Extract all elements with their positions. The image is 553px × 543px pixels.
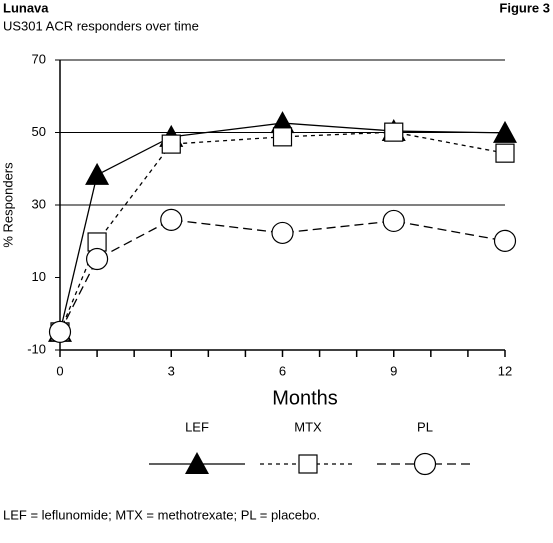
y-tick-label: -10 xyxy=(27,341,46,356)
marker-triangle xyxy=(85,162,110,185)
marker-triangle xyxy=(185,452,209,474)
marker-square xyxy=(384,122,404,142)
series-line xyxy=(59,122,506,333)
marker-square xyxy=(272,127,293,147)
x-tick-label: 3 xyxy=(168,363,175,378)
legend-label: PL xyxy=(417,419,433,434)
y-tick-label: 70 xyxy=(32,51,46,66)
x-tick-label: 9 xyxy=(390,363,397,378)
chart-title: US301 ACR responders over time xyxy=(3,18,199,33)
marker-circle xyxy=(413,452,437,476)
header: Lunava xyxy=(3,0,49,15)
legend-label: LEF xyxy=(185,419,209,434)
marker-circle xyxy=(493,229,517,252)
x-tick-label: 6 xyxy=(279,363,286,378)
y-tick-label: 30 xyxy=(32,196,46,211)
x-axis-label: Months xyxy=(272,387,338,409)
marker-square xyxy=(495,143,515,163)
marker-circle xyxy=(271,221,294,245)
x-tick-label: 12 xyxy=(498,363,512,378)
legend-label: MTX xyxy=(294,419,322,434)
y-tick-label: 50 xyxy=(32,124,46,139)
marker-triangle xyxy=(493,120,517,143)
y-tick-label: 10 xyxy=(32,269,46,284)
marker-circle xyxy=(85,247,109,271)
footnote: LEF = leflunomide; MTX = methotrexate; P… xyxy=(3,507,320,522)
figure-label: Figure 3 xyxy=(499,0,550,15)
marker-circle xyxy=(160,208,183,231)
marker-circle xyxy=(382,209,405,233)
marker-square xyxy=(161,134,181,154)
y-axis-label: % Responders xyxy=(0,162,15,248)
series-line xyxy=(59,219,506,333)
marker-circle xyxy=(48,320,72,343)
x-tick-label: 0 xyxy=(56,363,63,378)
marker-square xyxy=(298,454,318,474)
